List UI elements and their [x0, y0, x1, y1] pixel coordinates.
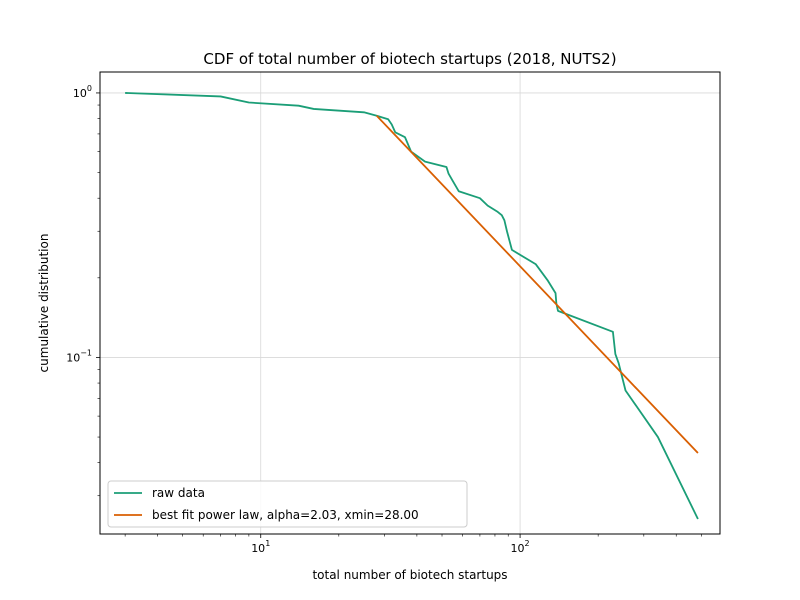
- legend-label-0: raw data: [152, 486, 205, 500]
- x-tick-base: 10: [511, 542, 525, 555]
- x-tick-exp: 1: [265, 539, 270, 548]
- y-tick-exp: −1: [80, 348, 92, 357]
- y-axis-label: cumulative distribution: [37, 234, 51, 373]
- x-axis-label: total number of biotech startups: [312, 568, 507, 582]
- y-tick-label: 100: [73, 84, 92, 100]
- grid: [100, 72, 720, 534]
- plot-frame: [100, 72, 720, 534]
- legend-label-1: best fit power law, alpha=2.03, xmin=28.…: [152, 508, 419, 522]
- x-tick-base: 10: [251, 542, 265, 555]
- y-tick-base: 10: [73, 87, 87, 100]
- series-layer: [125, 93, 698, 519]
- y-tick-exp: 0: [87, 84, 92, 93]
- y-tick-base: 10: [66, 351, 80, 364]
- series-line-0: [125, 93, 698, 519]
- x-tick-label: 102: [511, 539, 530, 555]
- x-tick-exp: 2: [525, 539, 530, 548]
- chart-title: CDF of total number of biotech startups …: [203, 50, 616, 68]
- series-line-1: [377, 116, 698, 453]
- legend: raw data best fit power law, alpha=2.03, …: [108, 481, 467, 527]
- y-tick-label: 10−1: [66, 348, 92, 364]
- x-tick-label: 101: [251, 539, 270, 555]
